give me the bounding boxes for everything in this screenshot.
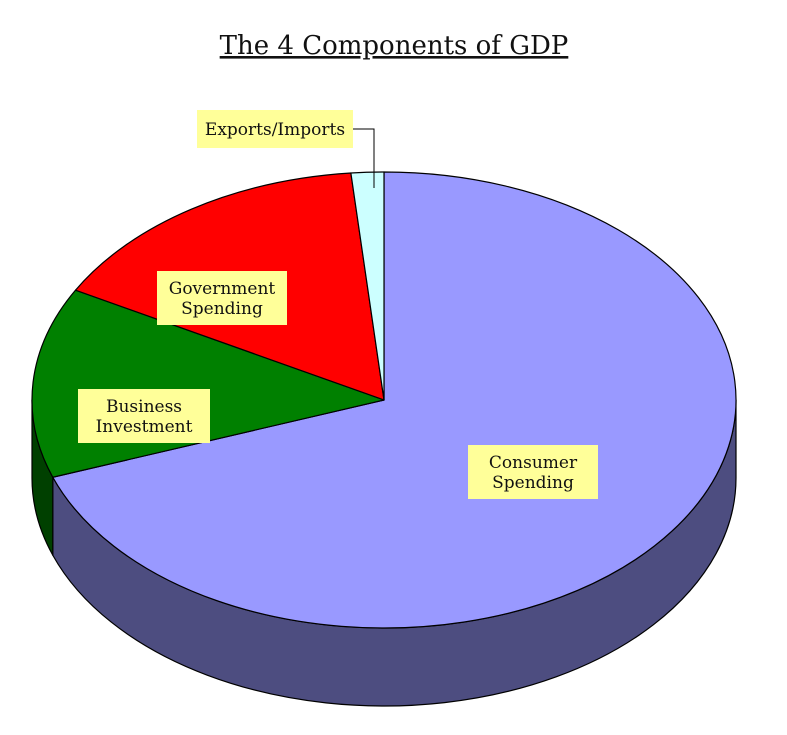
label-line: Spending bbox=[181, 299, 263, 319]
label-box bbox=[78, 389, 210, 443]
slice-label-3: Exports/Imports bbox=[197, 110, 375, 188]
label-box bbox=[468, 445, 598, 499]
label-line: Exports/Imports bbox=[205, 120, 345, 140]
label-line: Consumer bbox=[489, 453, 578, 473]
slice-3 bbox=[350, 171, 385, 401]
label-line: Business bbox=[106, 397, 182, 417]
label-box bbox=[197, 110, 353, 148]
leader-line bbox=[353, 128, 375, 188]
label-line: Investment bbox=[96, 417, 193, 437]
slice-0 bbox=[52, 171, 737, 629]
label-line: Spending bbox=[492, 473, 574, 493]
label-line: Government bbox=[169, 279, 276, 299]
slice-labels: ConsumerSpendingBusinessInvestmentGovern… bbox=[78, 110, 598, 499]
pie-slices bbox=[31, 171, 737, 629]
label-box bbox=[157, 271, 287, 325]
chart-title: The 4 Components of GDP bbox=[220, 31, 569, 61]
